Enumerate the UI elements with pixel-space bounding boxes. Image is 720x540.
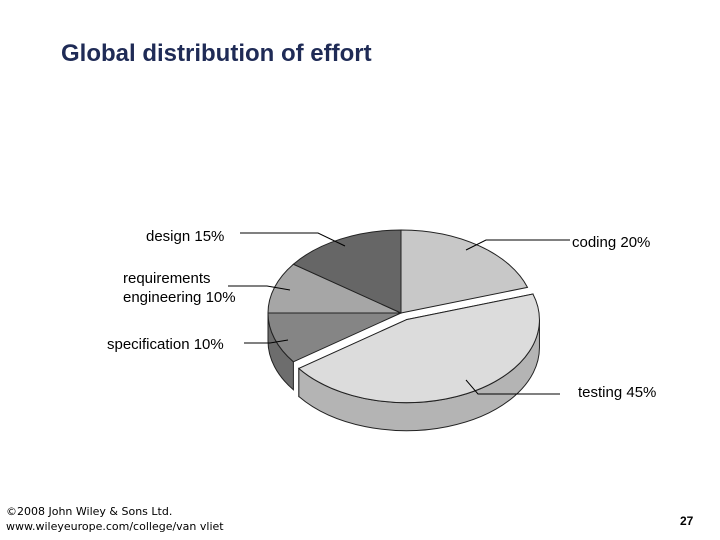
slice-design: [292, 229, 402, 314]
slice-label-design: design 15%: [146, 228, 224, 245]
copyright-line: ©2008 John Wiley & Sons Ltd.: [6, 505, 173, 518]
slice-testing: [297, 293, 540, 404]
leader-line-coding: [465, 239, 570, 251]
page-number: 27: [680, 514, 694, 528]
slice-label-coding: coding 20%: [572, 234, 650, 251]
slice-specification: [267, 312, 402, 363]
copyright-footer: ©2008 John Wiley & Sons Ltd. www.wileyeu…: [6, 504, 224, 534]
leader-line-requirements: [228, 285, 291, 291]
url-line: www.wileyeurope.com/college/van vliet: [6, 520, 224, 533]
leader-line-design: [240, 232, 346, 247]
slice-label-requirements-line1: requirements: [123, 270, 211, 287]
slice-coding: [400, 229, 529, 314]
page-title: Global distribution of effort: [61, 40, 372, 67]
leader-line-specification: [244, 339, 289, 344]
slice-label-requirements-line2: engineering 10%: [123, 289, 236, 306]
slice-label-testing: testing 45%: [578, 384, 656, 401]
leader-line-testing: [465, 379, 560, 395]
slice-label-specification: specification 10%: [107, 336, 224, 353]
